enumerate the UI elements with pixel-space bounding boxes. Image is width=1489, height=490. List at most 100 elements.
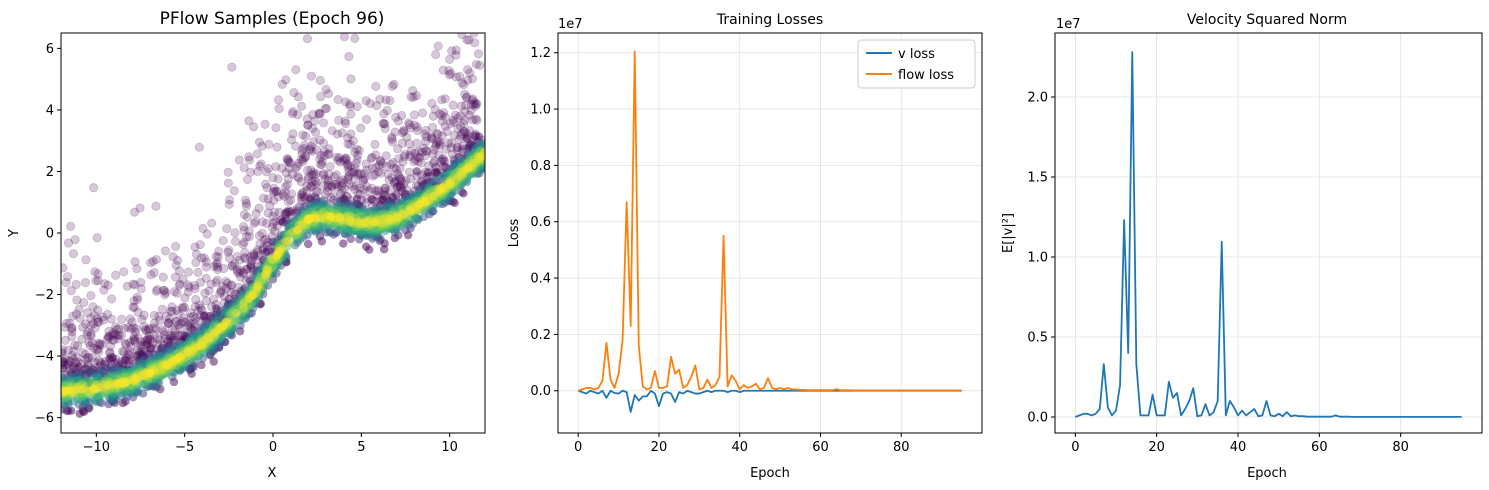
scatter-point bbox=[199, 253, 209, 263]
scatter-point bbox=[421, 146, 431, 156]
scatter-point bbox=[68, 311, 78, 321]
scatter-point bbox=[348, 136, 358, 146]
scatter-point bbox=[140, 336, 151, 346]
scatter-point bbox=[188, 311, 198, 321]
scatter-point bbox=[239, 221, 249, 232]
scatter-point bbox=[87, 353, 97, 363]
scatter-point bbox=[438, 108, 449, 118]
scatter-point bbox=[319, 146, 329, 157]
scatter-point bbox=[88, 384, 98, 393]
scatter-point bbox=[351, 158, 361, 169]
scatter-point bbox=[399, 152, 409, 162]
scatter-point bbox=[463, 164, 472, 173]
scatter-point bbox=[172, 317, 182, 327]
velocity-panel: Velocity Squared Norm 1e7 0 20 40 60 80 0.0 0.… bbox=[1001, 12, 1483, 481]
scatter-point bbox=[137, 337, 147, 347]
scatter-point bbox=[105, 341, 116, 351]
scatter-point bbox=[249, 218, 259, 228]
scatter-point bbox=[456, 101, 466, 111]
scatter-point bbox=[133, 333, 143, 343]
scatter-point bbox=[223, 167, 233, 177]
scatter-point bbox=[104, 326, 114, 336]
losses-x-label: Epoch bbox=[750, 466, 790, 481]
scatter-point bbox=[303, 172, 314, 182]
scatter-point bbox=[410, 148, 420, 158]
scatter-point bbox=[339, 239, 348, 248]
scatter-point bbox=[86, 291, 96, 301]
scatter-point bbox=[311, 169, 321, 179]
scatter-point bbox=[165, 314, 175, 324]
scatter-point bbox=[379, 109, 389, 119]
scatter-point bbox=[218, 235, 228, 246]
scatter-point bbox=[300, 152, 310, 163]
scatter-point bbox=[235, 272, 246, 282]
y-tick-label: 0.0 bbox=[1027, 411, 1048, 426]
scatter-point bbox=[351, 181, 362, 191]
scatter-point bbox=[302, 165, 313, 175]
scatter-point bbox=[89, 183, 99, 193]
scatter-point bbox=[329, 172, 340, 182]
scatter-point bbox=[284, 163, 294, 173]
scatter-point bbox=[191, 249, 201, 259]
scatter-point bbox=[327, 181, 337, 191]
scatter-point bbox=[185, 308, 196, 318]
scatter-point bbox=[90, 310, 100, 321]
scatter-point bbox=[242, 212, 252, 222]
scatter-point bbox=[263, 208, 273, 218]
scatter-point bbox=[234, 155, 244, 165]
scatter-point bbox=[239, 269, 249, 279]
scatter-point bbox=[263, 194, 273, 204]
scatter-point bbox=[66, 286, 76, 296]
scatter-point bbox=[81, 255, 91, 265]
scatter-point bbox=[346, 74, 356, 84]
scatter-point bbox=[272, 186, 282, 196]
scatter-point bbox=[62, 272, 73, 282]
scatter-point bbox=[315, 154, 325, 164]
scatter-point bbox=[343, 133, 353, 143]
scatter-point bbox=[245, 252, 255, 262]
scatter-point bbox=[431, 50, 441, 60]
scatter-point bbox=[61, 322, 70, 332]
scatter-point bbox=[393, 212, 402, 222]
scatter-point bbox=[326, 192, 336, 203]
scatter-point bbox=[122, 281, 132, 291]
scatter-point bbox=[118, 378, 127, 388]
scatter-point bbox=[149, 267, 159, 278]
scatter-point bbox=[245, 167, 256, 177]
scatter-point bbox=[148, 256, 158, 266]
scatter-point bbox=[380, 186, 390, 196]
scatter-point bbox=[102, 309, 113, 319]
scatter-point bbox=[365, 98, 375, 109]
scatter-point bbox=[432, 137, 443, 147]
scatter-point bbox=[332, 152, 342, 163]
scatter-point bbox=[437, 131, 447, 141]
scatter-point bbox=[84, 338, 94, 348]
scatter-point bbox=[282, 207, 292, 217]
scatter-point bbox=[315, 109, 325, 119]
scatter-point bbox=[323, 182, 333, 192]
scatter-point bbox=[283, 156, 293, 166]
scatter-point bbox=[299, 143, 309, 153]
scatter-point bbox=[137, 314, 147, 325]
scatter-point bbox=[404, 139, 415, 149]
scatter-point bbox=[261, 167, 272, 177]
scatter-point bbox=[218, 281, 228, 292]
scatter-point bbox=[75, 409, 84, 418]
scatter-point bbox=[173, 255, 183, 265]
scatter-point bbox=[151, 254, 162, 265]
scatter-point bbox=[467, 95, 477, 105]
scatter-point bbox=[444, 70, 454, 80]
scatter-point bbox=[71, 309, 82, 319]
x-tick-label: 80 bbox=[893, 440, 910, 455]
scatter-point bbox=[325, 161, 335, 172]
losses-y-offset: 1e7 bbox=[558, 17, 583, 32]
scatter-point bbox=[326, 182, 337, 192]
scatter-point bbox=[222, 224, 232, 234]
scatter-point bbox=[453, 172, 462, 181]
scatter-point bbox=[405, 152, 415, 162]
scatter-point bbox=[88, 302, 98, 312]
scatter-point bbox=[349, 147, 360, 157]
losses-panel: Training Losses 1e7 0 20 40 60 80 0.0 0.2 0.4 0.… bbox=[507, 12, 983, 481]
scatter-point bbox=[462, 92, 472, 102]
scatter-point bbox=[252, 247, 262, 257]
